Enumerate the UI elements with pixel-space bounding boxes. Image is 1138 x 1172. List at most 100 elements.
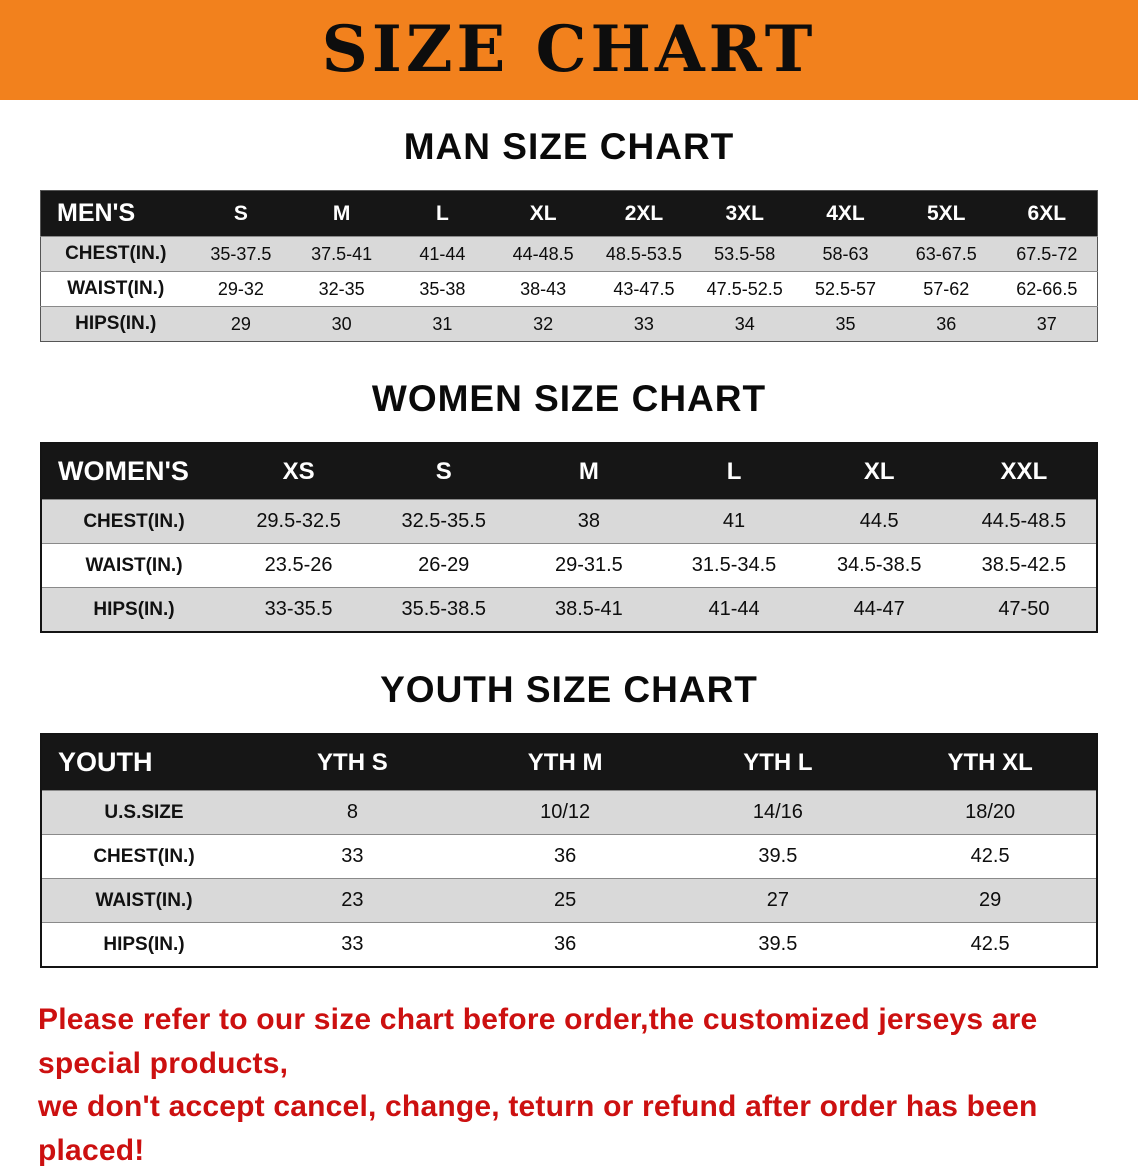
youth-value-cell: 42.5 <box>884 834 1097 879</box>
men-value-cell: 36 <box>895 306 997 342</box>
youth-header-row: YOUTH YTH S YTH M YTH L YTH XL <box>41 734 1097 791</box>
men-column-header-s: S <box>190 190 292 237</box>
women-header-row: WOMEN'S XS S M L XL XXL <box>41 443 1097 500</box>
men-size-table: MEN'S S M L XL 2XL 3XL 4XL 5XL 6XL CHEST(IN.) 35-37… <box>40 190 1098 342</box>
men-column-header-2xl: 2XL <box>593 190 695 237</box>
men-table-label: MEN'S <box>40 190 191 237</box>
notice-line-2: we don't accept cancel, change, teturn o… <box>38 1090 1038 1167</box>
men-value-cell: 41-44 <box>392 236 493 272</box>
page-title: SIZE CHART <box>321 12 817 87</box>
men-value-cell: 57-62 <box>895 271 997 307</box>
men-column-header-l: L <box>392 190 493 237</box>
men-value-cell: 30 <box>291 306 393 342</box>
women-value-cell: 33-35.5 <box>226 587 372 632</box>
men-value-cell: 43-47.5 <box>593 271 695 307</box>
men-header-row: MEN'S S M L XL 2XL 3XL 4XL 5XL 6XL <box>40 190 1098 237</box>
women-column-header-xxl: XXL <box>951 443 1097 500</box>
women-column-header-m: M <box>516 443 662 500</box>
youth-value-cell: 33 <box>246 834 459 879</box>
table-row: WAIST(IN.) 23 25 27 29 <box>41 878 1097 923</box>
men-value-cell: 29-32 <box>190 271 292 307</box>
youth-value-cell: 29 <box>884 878 1097 923</box>
youth-row-label: CHEST(IN.) <box>41 834 246 879</box>
men-value-cell: 35 <box>795 306 896 342</box>
table-row: CHEST(IN.) 35-37.5 37.5-41 41-44 44-48.5 48.5… <box>40 236 1098 272</box>
youth-row-label: U.S.SIZE <box>41 790 246 835</box>
youth-value-cell: 39.5 <box>671 922 885 967</box>
men-section-heading: MAN SIZE CHART <box>403 126 735 167</box>
men-value-cell: 47.5-52.5 <box>694 271 796 307</box>
youth-value-cell: 33 <box>246 922 459 967</box>
men-column-header-m: M <box>291 190 393 237</box>
men-value-cell: 44-48.5 <box>492 236 594 272</box>
table-row: WAIST(IN.) 29-32 32-35 35-38 38-43 43-47.5 47.… <box>40 271 1098 307</box>
youth-row-label: WAIST(IN.) <box>41 878 246 923</box>
women-value-cell: 41 <box>661 499 807 544</box>
men-value-cell: 32-35 <box>291 271 393 307</box>
women-value-cell: 29.5-32.5 <box>226 499 372 544</box>
men-value-cell: 53.5-58 <box>694 236 796 272</box>
women-value-cell: 38.5-41 <box>516 587 662 632</box>
youth-value-cell: 8 <box>246 790 459 835</box>
men-column-header-5xl: 5XL <box>895 190 997 237</box>
women-value-cell: 41-44 <box>661 587 807 632</box>
youth-value-cell: 36 <box>458 834 672 879</box>
table-row: HIPS(IN.) 29 30 31 32 33 34 35 36 37 <box>40 306 1098 342</box>
men-value-cell: 62-66.5 <box>996 271 1098 307</box>
youth-value-cell: 42.5 <box>884 922 1097 967</box>
youth-column-header-yth-m: YTH M <box>458 734 672 791</box>
banner: SIZE CHART <box>0 0 1138 100</box>
men-value-cell: 34 <box>694 306 796 342</box>
men-value-cell: 35-38 <box>392 271 493 307</box>
youth-section: YOUTH SIZE CHART YOUTH YTH S YTH M YTH L YTH… <box>0 669 1138 968</box>
men-value-cell: 32 <box>492 306 594 342</box>
women-value-cell: 44-47 <box>806 587 952 632</box>
women-value-cell: 29-31.5 <box>516 543 662 588</box>
men-row-label: HIPS(IN.) <box>40 306 191 342</box>
women-row-label: HIPS(IN.) <box>41 587 226 632</box>
men-value-cell: 37.5-41 <box>291 236 393 272</box>
women-section: WOMEN SIZE CHART WOMEN'S XS S M L XL XXL CHEST(… <box>0 378 1138 633</box>
women-column-header-s: S <box>371 443 517 500</box>
men-row-label: CHEST(IN.) <box>40 236 191 272</box>
youth-value-cell: 39.5 <box>671 834 885 879</box>
men-value-cell: 33 <box>593 306 695 342</box>
men-column-header-xl: XL <box>492 190 594 237</box>
men-column-header-4xl: 4XL <box>795 190 896 237</box>
women-column-header-xs: XS <box>226 443 372 500</box>
table-row: HIPS(IN.) 33 36 39.5 42.5 <box>41 922 1097 967</box>
men-section: MAN SIZE CHART MEN'S S M L XL 2XL 3XL 4XL 5XL 6XL… <box>0 126 1138 342</box>
women-value-cell: 38 <box>516 499 662 544</box>
men-value-cell: 35-37.5 <box>190 236 292 272</box>
table-row: U.S.SIZE 8 10/12 14/16 18/20 <box>41 790 1097 835</box>
notice-line-1: Please refer to our size chart before or… <box>38 1003 1038 1080</box>
footer-notice: Please refer to our size chart before or… <box>34 998 1104 1172</box>
women-row-label: CHEST(IN.) <box>41 499 226 544</box>
men-value-cell: 52.5-57 <box>795 271 896 307</box>
men-value-cell: 58-63 <box>795 236 896 272</box>
youth-column-header-yth-s: YTH S <box>246 734 459 791</box>
men-value-cell: 63-67.5 <box>895 236 997 272</box>
table-row: HIPS(IN.) 33-35.5 35.5-38.5 38.5-41 41-44 44-… <box>41 587 1097 632</box>
youth-value-cell: 10/12 <box>458 790 672 835</box>
women-value-cell: 32.5-35.5 <box>371 499 517 544</box>
youth-value-cell: 14/16 <box>671 790 885 835</box>
women-column-header-xl: XL <box>806 443 952 500</box>
women-row-label: WAIST(IN.) <box>41 543 226 588</box>
table-row: CHEST(IN.) 33 36 39.5 42.5 <box>41 834 1097 879</box>
youth-size-table: YOUTH YTH S YTH M YTH L YTH XL U.S.SIZE 8 10/12… <box>40 733 1098 968</box>
men-value-cell: 48.5-53.5 <box>593 236 695 272</box>
youth-value-cell: 18/20 <box>884 790 1097 835</box>
youth-column-header-yth-l: YTH L <box>671 734 885 791</box>
women-table-label: WOMEN'S <box>41 443 226 500</box>
youth-row-label: HIPS(IN.) <box>41 922 246 967</box>
women-value-cell: 44.5 <box>806 499 952 544</box>
men-value-cell: 67.5-72 <box>996 236 1098 272</box>
men-column-header-6xl: 6XL <box>996 190 1098 237</box>
women-value-cell: 35.5-38.5 <box>371 587 517 632</box>
women-size-table: WOMEN'S XS S M L XL XXL CHEST(IN.) 29.5-32.5 32.5… <box>40 442 1098 633</box>
men-value-cell: 38-43 <box>492 271 594 307</box>
men-column-header-3xl: 3XL <box>694 190 796 237</box>
table-row: CHEST(IN.) 29.5-32.5 32.5-35.5 38 41 44.5 44.5… <box>41 499 1097 544</box>
